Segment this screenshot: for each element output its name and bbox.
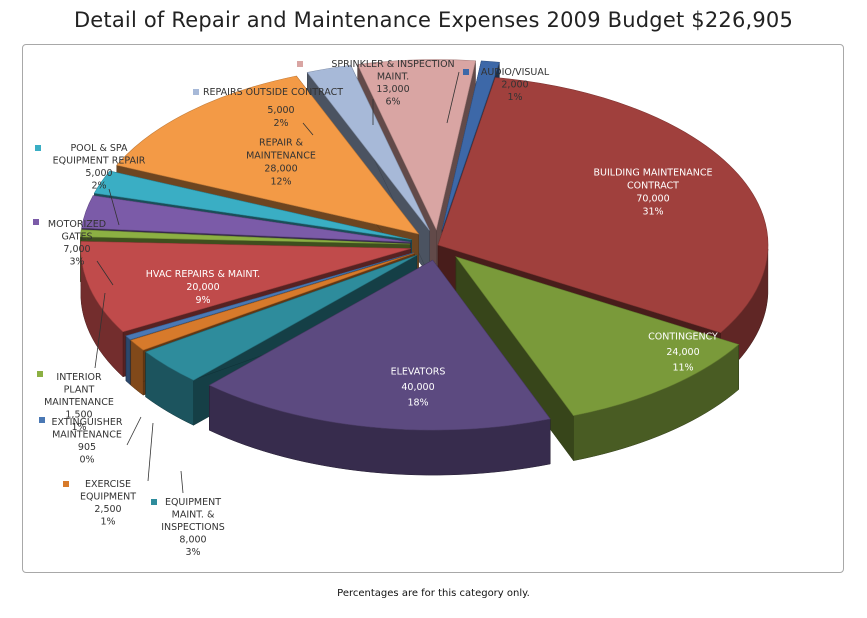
svg-text:6%: 6% <box>385 97 400 108</box>
leader-line-7 <box>94 292 106 369</box>
pie-slice-2 <box>208 259 551 476</box>
svg-text:70,000: 70,000 <box>636 194 669 205</box>
svg-text:2%: 2% <box>91 181 106 192</box>
svg-text:9%: 9% <box>195 295 210 306</box>
svg-text:MAINT. &: MAINT. & <box>172 510 215 521</box>
svg-text:1%: 1% <box>71 422 86 433</box>
svg-text:1,500: 1,500 <box>65 410 92 421</box>
legend-marker-3 <box>151 499 157 505</box>
svg-text:18%: 18% <box>407 398 428 409</box>
slices-layer <box>80 59 769 476</box>
svg-text:BUILDING MAINTENANCE: BUILDING MAINTENANCE <box>594 168 713 179</box>
svg-text:5,000: 5,000 <box>85 168 112 179</box>
svg-text:MAINTENANCE: MAINTENANCE <box>52 430 122 441</box>
svg-text:MAINT.: MAINT. <box>377 72 409 83</box>
svg-text:2%: 2% <box>273 118 288 129</box>
svg-text:8,000: 8,000 <box>179 535 206 546</box>
svg-text:INSPECTIONS: INSPECTIONS <box>161 522 225 533</box>
legend-marker-8 <box>33 219 39 225</box>
svg-text:3%: 3% <box>185 547 200 558</box>
leader-line-5 <box>126 416 142 446</box>
svg-text:12%: 12% <box>270 177 291 188</box>
svg-text:INTERIOR: INTERIOR <box>56 372 102 383</box>
slice-label-6: HVAC REPAIRS & MAINT. 20,000 9% <box>146 269 260 306</box>
svg-text:ELEVATORS: ELEVATORS <box>391 367 446 378</box>
svg-text:11%: 11% <box>672 363 693 374</box>
svg-text:MAINTENANCE: MAINTENANCE <box>44 397 114 408</box>
slice-label-2: ELEVATORS 40,000 18% <box>391 367 446 409</box>
leaders-layer <box>94 71 460 494</box>
svg-text:24,000: 24,000 <box>666 347 699 358</box>
svg-text:1%: 1% <box>100 517 115 528</box>
svg-text:POOL & SPA: POOL & SPA <box>70 143 128 154</box>
svg-text:GATES: GATES <box>62 232 93 243</box>
footnote: Percentages are for this category only. <box>337 588 530 599</box>
leader-line-4 <box>147 422 154 482</box>
svg-text:HVAC REPAIRS & MAINT.: HVAC REPAIRS & MAINT. <box>146 269 260 280</box>
slice-label-10: REPAIR & MAINTENANCE 28,000 12% <box>246 138 316 188</box>
legend-marker-5 <box>39 417 45 423</box>
legend-marker-11 <box>193 89 199 95</box>
leader-line-13 <box>446 71 460 124</box>
svg-text:5,000: 5,000 <box>267 105 294 116</box>
pie-chart: BUILDING MAINTENANCE CONTRACT 70,000 31% CON… <box>33 59 769 558</box>
chart-frame: BUILDING MAINTENANCE CONTRACT 70,000 31% CON… <box>22 44 844 573</box>
slice-label-1: CONTINGENCY 24,000 11% <box>648 332 718 374</box>
svg-text:REPAIR &: REPAIR & <box>259 138 304 149</box>
legend-marker-13 <box>463 69 469 75</box>
leader-line-3 <box>180 470 184 494</box>
chart-title: Detail of Repair and Maintenance Expense… <box>73 8 794 32</box>
svg-text:0%: 0% <box>79 455 94 466</box>
pie-slice-1 <box>455 256 740 462</box>
svg-text:20,000: 20,000 <box>186 282 219 293</box>
svg-text:MAINTENANCE: MAINTENANCE <box>246 151 316 162</box>
leader-line-9 <box>108 188 120 226</box>
svg-text:31%: 31% <box>642 207 663 218</box>
svg-text:28,000: 28,000 <box>264 164 297 175</box>
svg-text:2,500: 2,500 <box>94 504 121 515</box>
svg-text:7,000: 7,000 <box>63 244 90 255</box>
svg-text:40,000: 40,000 <box>401 382 434 393</box>
svg-text:2,000: 2,000 <box>501 80 528 91</box>
svg-text:PLANT: PLANT <box>64 385 95 396</box>
svg-text:EQUIPMENT: EQUIPMENT <box>80 492 136 503</box>
svg-text:1%: 1% <box>507 92 522 103</box>
svg-text:EQUIPMENT: EQUIPMENT <box>165 497 221 508</box>
slice-label-12: SPRINKLER & INSPECTION MAINT.13,000 6% <box>297 59 455 108</box>
legend-marker-7 <box>37 371 43 377</box>
svg-text:EXERCISE: EXERCISE <box>85 479 131 490</box>
slice-label-0: BUILDING MAINTENANCE CONTRACT 70,000 31% <box>594 168 713 218</box>
svg-text:AUDIO/VISUAL: AUDIO/VISUAL <box>481 67 550 78</box>
svg-text:905: 905 <box>78 442 96 453</box>
svg-text:CONTINGENCY: CONTINGENCY <box>648 332 718 343</box>
svg-text:EQUIPMENT REPAIR: EQUIPMENT REPAIR <box>53 156 146 167</box>
svg-text:SPRINKLER & INSPECTION: SPRINKLER & INSPECTION <box>331 59 454 70</box>
labels-layer: BUILDING MAINTENANCE CONTRACT 70,000 31% CON… <box>33 59 718 558</box>
legend-marker-12 <box>297 61 303 67</box>
svg-text:13,000: 13,000 <box>376 84 409 95</box>
legend-marker-9 <box>35 145 41 151</box>
leader-line-8 <box>96 260 114 286</box>
svg-text:REPAIRS OUTSIDE CONTRACT: REPAIRS OUTSIDE CONTRACT <box>203 87 343 98</box>
slice-label-11: REPAIRS OUTSIDE CONTRACT 5,000 2% <box>193 87 343 129</box>
svg-text:CONTRACT: CONTRACT <box>627 181 679 192</box>
svg-text:MOTORIZED: MOTORIZED <box>48 219 106 230</box>
svg-text:EXTINGUISHER: EXTINGUISHER <box>52 417 123 428</box>
svg-text:3%: 3% <box>69 257 84 268</box>
legend-marker-4 <box>63 481 69 487</box>
leader-line-11 <box>302 122 314 136</box>
